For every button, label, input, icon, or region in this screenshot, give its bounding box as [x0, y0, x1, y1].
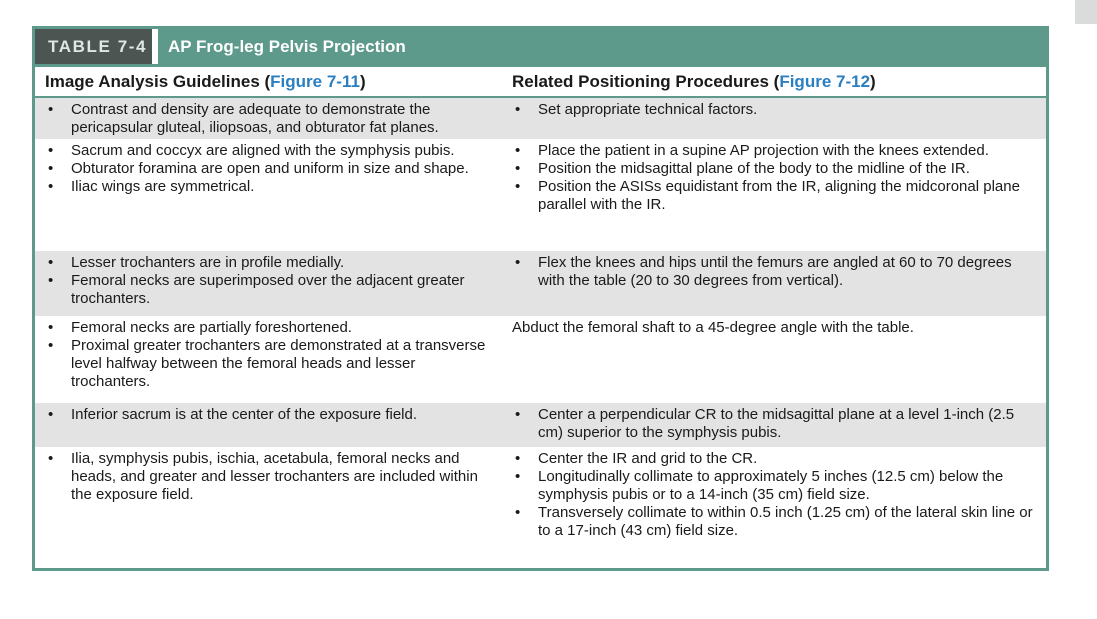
list-item-text: Transversely collimate to within 0.5 inc… — [538, 504, 1033, 539]
list-item-text: Contrast and density are adequate to dem… — [71, 101, 439, 136]
list-item: • Contrast and density are adequate to de… — [45, 101, 491, 137]
positioning-cell: Abduct the femoral shaft to a 45-degree … — [501, 316, 1046, 403]
list-item: • Center the IR and grid to the CR. — [512, 450, 1036, 468]
table-row: • Inferior sacrum is at the center of the… — [35, 403, 1046, 447]
bullet-icon: • — [515, 254, 521, 271]
image-analysis-cell: • Contrast and density are adequate to de… — [35, 98, 501, 139]
table-row: • Femoral necks are partially foreshorten… — [35, 316, 1046, 403]
list-item: • Sacrum and coccyx are aligned with the … — [45, 142, 491, 160]
list-item-text: Ilia, symphysis pubis, ischia, acetabula… — [71, 450, 478, 503]
positioning-cell: • Center a perpendicular CR to the midsag… — [501, 403, 1046, 447]
table-number: TABLE 7-4 — [35, 29, 152, 64]
list-item: • Set appropriate technical factors. — [512, 101, 1036, 119]
image-analysis-cell: • Sacrum and coccyx are aligned with the … — [35, 139, 501, 251]
bullet-icon: • — [515, 450, 521, 467]
list-item-text: Femoral necks are superimposed over the … — [71, 272, 465, 307]
figure-7-12-link[interactable]: Figure 7-12 — [779, 71, 871, 91]
positioning-cell: • Place the patient in a supine AP projec… — [501, 139, 1046, 251]
bullet-icon: • — [515, 406, 521, 423]
list-item: • Proximal greater trochanters are demons… — [45, 337, 491, 391]
title-divider — [152, 29, 158, 64]
list-item: • Place the patient in a supine AP projec… — [512, 142, 1036, 160]
positioning-cell: • Center the IR and grid to the CR. • Long… — [501, 447, 1046, 568]
list-item: • Position the ASISs equidistant from the… — [512, 178, 1036, 214]
list-item-text: Center the IR and grid to the CR. — [538, 450, 758, 467]
list-item: • Position the midsagittal plane of the b… — [512, 160, 1036, 178]
header-right-prefix: Related Positioning Procedures ( — [512, 71, 780, 91]
column-header-positioning: Related Positioning Procedures (Figure 7… — [501, 67, 1046, 96]
list-item: • Femoral necks are partially foreshorten… — [45, 319, 491, 337]
table-row: • Contrast and density are adequate to de… — [35, 98, 1046, 139]
bullet-icon: • — [515, 160, 521, 177]
column-header-image-analysis: Image Analysis Guidelines (Figure 7-11) — [35, 67, 501, 96]
positioning-cell: • Set appropriate technical factors. — [501, 98, 1046, 139]
header-right-suffix: ) — [870, 71, 876, 91]
list-item: • Center a perpendicular CR to the midsag… — [512, 406, 1036, 442]
list-item-text: Iliac wings are symmetrical. — [71, 178, 255, 195]
image-analysis-cell: • Ilia, symphysis pubis, ischia, acetabul… — [35, 447, 501, 568]
image-analysis-cell: • Femoral necks are partially foreshorten… — [35, 316, 501, 403]
list-item: • Femoral necks are superimposed over the… — [45, 272, 491, 308]
list-item-text: Place the patient in a supine AP project… — [538, 142, 989, 159]
bullet-icon: • — [515, 101, 521, 118]
list-item-text: Set appropriate technical factors. — [538, 101, 758, 118]
list-item: • Flex the knees and hips until the femur… — [512, 254, 1036, 290]
bullet-icon: • — [515, 178, 521, 195]
page-corner-tab — [1075, 0, 1097, 24]
list-item: • Iliac wings are symmetrical. — [45, 178, 491, 196]
bullet-icon: • — [48, 254, 54, 271]
bullet-icon: • — [48, 178, 54, 195]
bullet-icon: • — [515, 142, 521, 159]
list-item-text: Position the ASISs equidistant from the … — [538, 178, 1020, 213]
list-item-text: Flex the knees and hips until the femurs… — [538, 254, 1012, 289]
header-left-suffix: ) — [359, 71, 366, 91]
list-item-text: Longitudinally collimate to approximatel… — [538, 468, 1004, 503]
bullet-icon: • — [48, 337, 54, 354]
list-item: • Inferior sacrum is at the center of the… — [45, 406, 491, 424]
bullet-icon: • — [48, 160, 54, 177]
bullet-icon: • — [48, 450, 54, 467]
list-item: • Longitudinally collimate to approximate… — [512, 468, 1036, 504]
bullet-icon: • — [48, 101, 54, 118]
positioning-cell: • Flex the knees and hips until the femur… — [501, 251, 1046, 316]
table-title: AP Frog-leg Pelvis Projection — [168, 36, 406, 56]
table-row: • Lesser trochanters are in profile media… — [35, 251, 1046, 316]
figure-7-11-link[interactable]: Figure 7-11 — [270, 71, 360, 91]
list-item: • Lesser trochanters are in profile media… — [45, 254, 491, 272]
list-item-text: Proximal greater trochanters are demonst… — [71, 337, 486, 390]
table-row: • Ilia, symphysis pubis, ischia, acetabul… — [35, 447, 1046, 568]
list-item-text: Position the midsagittal plane of the bo… — [538, 160, 970, 177]
bullet-icon: • — [48, 406, 54, 423]
header-left-prefix: Image Analysis Guidelines ( — [45, 71, 271, 91]
bullet-icon: • — [48, 272, 54, 289]
positioning-text: Abduct the femoral shaft to a 45-degree … — [512, 319, 914, 336]
list-item-text: Femoral necks are partially foreshortene… — [71, 319, 352, 336]
bullet-icon: • — [48, 142, 54, 159]
bullet-icon: • — [515, 468, 521, 485]
list-item: • Transversely collimate to within 0.5 in… — [512, 504, 1036, 540]
table-title-bar: TABLE 7-4 AP Frog-leg Pelvis Projection — [35, 29, 1046, 67]
image-analysis-cell: • Lesser trochanters are in profile media… — [35, 251, 501, 316]
list-item-text: Inferior sacrum is at the center of the … — [71, 406, 418, 423]
image-analysis-cell: • Inferior sacrum is at the center of the… — [35, 403, 501, 447]
list-item-text: Sacrum and coccyx are aligned with the s… — [71, 142, 455, 159]
list-item-text: Center a perpendicular CR to the midsagi… — [538, 406, 1015, 441]
bullet-icon: • — [48, 319, 54, 336]
list-item-text: Lesser trochanters are in profile medial… — [71, 254, 345, 271]
list-item-text: Obturator foramina are open and uniform … — [71, 160, 469, 177]
positioning-table: TABLE 7-4 AP Frog-leg Pelvis Projection … — [32, 26, 1049, 571]
list-item: • Ilia, symphysis pubis, ischia, acetabul… — [45, 450, 491, 504]
column-header-row: Image Analysis Guidelines (Figure 7-11) … — [35, 67, 1046, 98]
table-row: • Sacrum and coccyx are aligned with the … — [35, 139, 1046, 251]
bullet-icon: • — [515, 504, 521, 521]
list-item: • Obturator foramina are open and uniform… — [45, 160, 491, 178]
